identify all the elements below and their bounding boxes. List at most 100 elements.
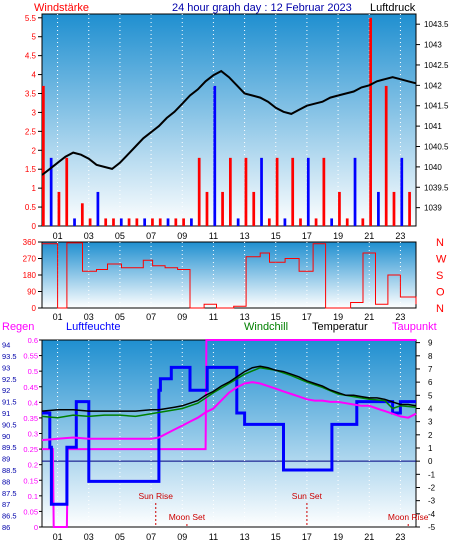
temperature-tick-label: 0 bbox=[428, 457, 433, 466]
wind-direction-line bbox=[42, 242, 417, 309]
wind-speed-bar bbox=[283, 218, 287, 226]
pressure-tick-label: 1040 bbox=[424, 163, 442, 172]
wind-speed-bar bbox=[377, 191, 380, 226]
wind-direction-plot-area bbox=[41, 241, 417, 309]
hour-middle-label: 21 bbox=[364, 312, 374, 322]
wind-speed-bar bbox=[205, 191, 209, 226]
hour-middle-label: 23 bbox=[395, 312, 405, 322]
page-title: 24 hour graph day : 12 Februar 2023 bbox=[172, 2, 352, 14]
legend-dewpoint: Taupunkt bbox=[392, 321, 437, 333]
wind-speed-bar bbox=[197, 157, 201, 226]
temperature-tick-label: 5 bbox=[428, 391, 433, 400]
hour-top-label: 23 bbox=[395, 231, 405, 241]
humidity-tick-label: 87 bbox=[2, 500, 10, 509]
humidity-tick-label: 88.5 bbox=[2, 466, 17, 475]
hour-top-label: 01 bbox=[53, 231, 63, 241]
humidity-tick-label: 90.5 bbox=[2, 420, 17, 429]
pressure-line bbox=[41, 69, 417, 176]
pressure-tick-label: 1041.5 bbox=[424, 102, 449, 111]
legend-humidity: Luftfeuchte bbox=[66, 321, 120, 333]
wind-speed-bar bbox=[57, 191, 61, 226]
wind-speed-bar bbox=[104, 218, 108, 226]
temperature-tick-label: 2 bbox=[428, 431, 433, 440]
humidity-tick-label: 93 bbox=[2, 363, 10, 372]
wind-speed-bar bbox=[408, 191, 411, 226]
humidity-tick-label: 94 bbox=[2, 341, 10, 350]
temperature-tick-label: 4 bbox=[428, 404, 433, 413]
rain-tick-label: 0.3 bbox=[28, 430, 38, 439]
direction-tick-label: 360 bbox=[23, 238, 37, 247]
pressure-tick-label: 1040.5 bbox=[424, 143, 449, 152]
wind-speed-bar bbox=[73, 218, 76, 226]
wind-speed-bar bbox=[229, 157, 232, 226]
pressure-tick-label: 1041 bbox=[424, 122, 442, 131]
wind-speed-bar bbox=[392, 191, 396, 226]
annotation-label: Sun Set bbox=[292, 491, 323, 501]
humidity-tick-label: 90 bbox=[2, 432, 10, 441]
humidity-tick-label: 92 bbox=[2, 386, 10, 395]
wind-speed-bar bbox=[80, 203, 84, 226]
wind-speed-bar bbox=[236, 218, 240, 226]
hour-bottom-label: 11 bbox=[209, 532, 218, 542]
hour-middle-label: 03 bbox=[84, 312, 94, 322]
humidity-tick-label: 89.5 bbox=[2, 443, 17, 452]
wind-speed-bar bbox=[275, 157, 279, 226]
wind-speed-bar bbox=[345, 218, 349, 226]
temperature-tick-label: -5 bbox=[428, 523, 436, 532]
pressure-tick-label: 1039.5 bbox=[424, 183, 449, 192]
wind-speed-tick-label: 3 bbox=[32, 108, 37, 117]
wind-axis-title: Windstärke bbox=[34, 2, 89, 14]
hour-top-label: 19 bbox=[333, 231, 343, 241]
climate-legend: Regen Luftfeuchte Windchill Temperatur T… bbox=[2, 321, 437, 333]
hour-top-label: 21 bbox=[364, 231, 374, 241]
wind-speed-tick-label: 5.5 bbox=[25, 14, 37, 23]
wind-speed-tick-label: 4.5 bbox=[25, 52, 37, 61]
wind-speed-tick-label: 1 bbox=[32, 184, 37, 193]
rain-tick-label: 0.45 bbox=[23, 383, 38, 392]
temperature-tick-label: -1 bbox=[428, 470, 436, 479]
hour-top-label: 17 bbox=[302, 231, 312, 241]
hour-bottom-label: 07 bbox=[146, 532, 156, 542]
wind-speed-bar bbox=[306, 157, 310, 226]
wind-speed-bar bbox=[158, 218, 162, 226]
hour-top-label: 09 bbox=[177, 231, 187, 241]
wind-speed-bar bbox=[42, 85, 45, 226]
climate-chart: 8686.58787.58888.58989.59090.59191.59292… bbox=[2, 336, 436, 542]
hour-bottom-label: 01 bbox=[53, 532, 63, 542]
hour-bottom-label: 09 bbox=[177, 532, 187, 542]
wind-speed-tick-label: 0 bbox=[32, 222, 37, 231]
hour-top-label: 05 bbox=[115, 231, 125, 241]
temperature-tick-label: 9 bbox=[428, 339, 433, 348]
wind-speed-bar bbox=[369, 17, 372, 226]
legend-windchill: Windchill bbox=[244, 321, 288, 333]
hour-ticks-bottom: 01 03 05 07 09 11 13 15 17 19 21 23 bbox=[53, 340, 405, 542]
temperature-tick-label: 3 bbox=[428, 418, 433, 427]
humidity-tick-label: 89 bbox=[2, 455, 10, 464]
hour-top-label: 15 bbox=[271, 231, 281, 241]
hour-bottom-label: 17 bbox=[302, 532, 312, 542]
hour-bottom-label: 15 bbox=[271, 532, 281, 542]
wind-speed-bar bbox=[182, 218, 185, 226]
rain-ticks: 0 0.05 0.1 0.15 0.2 0.25 0.3 0.35 0.4 0.45 0.5 0.55… bbox=[23, 336, 42, 532]
hour-middle-label: 13 bbox=[240, 312, 250, 322]
humidity-tick-label: 87.5 bbox=[2, 489, 17, 498]
wind-speed-bar bbox=[96, 191, 100, 226]
wind-speed-bar bbox=[260, 157, 263, 226]
wind-speed-bar bbox=[49, 157, 53, 226]
hour-middle-label: 17 bbox=[302, 312, 312, 322]
temperature-tick-label: 1 bbox=[428, 444, 433, 453]
temperature-tick-label: -4 bbox=[428, 510, 436, 519]
wind-speed-bar bbox=[353, 157, 357, 226]
temperature-line bbox=[41, 365, 417, 412]
wind-speed-bar bbox=[299, 218, 302, 226]
wind-speed-bar bbox=[127, 218, 131, 226]
rain-tick-label: 0.55 bbox=[23, 352, 38, 361]
wind-speed-tick-label: 2 bbox=[32, 146, 37, 155]
hour-top-label: 07 bbox=[146, 231, 156, 241]
humidity-tick-label: 86.5 bbox=[2, 512, 17, 521]
temperature-tick-label: 8 bbox=[428, 352, 433, 361]
wind-speed-bar bbox=[213, 85, 217, 226]
wind-speed-bar bbox=[112, 218, 115, 226]
wind-speed-bar bbox=[174, 218, 178, 226]
